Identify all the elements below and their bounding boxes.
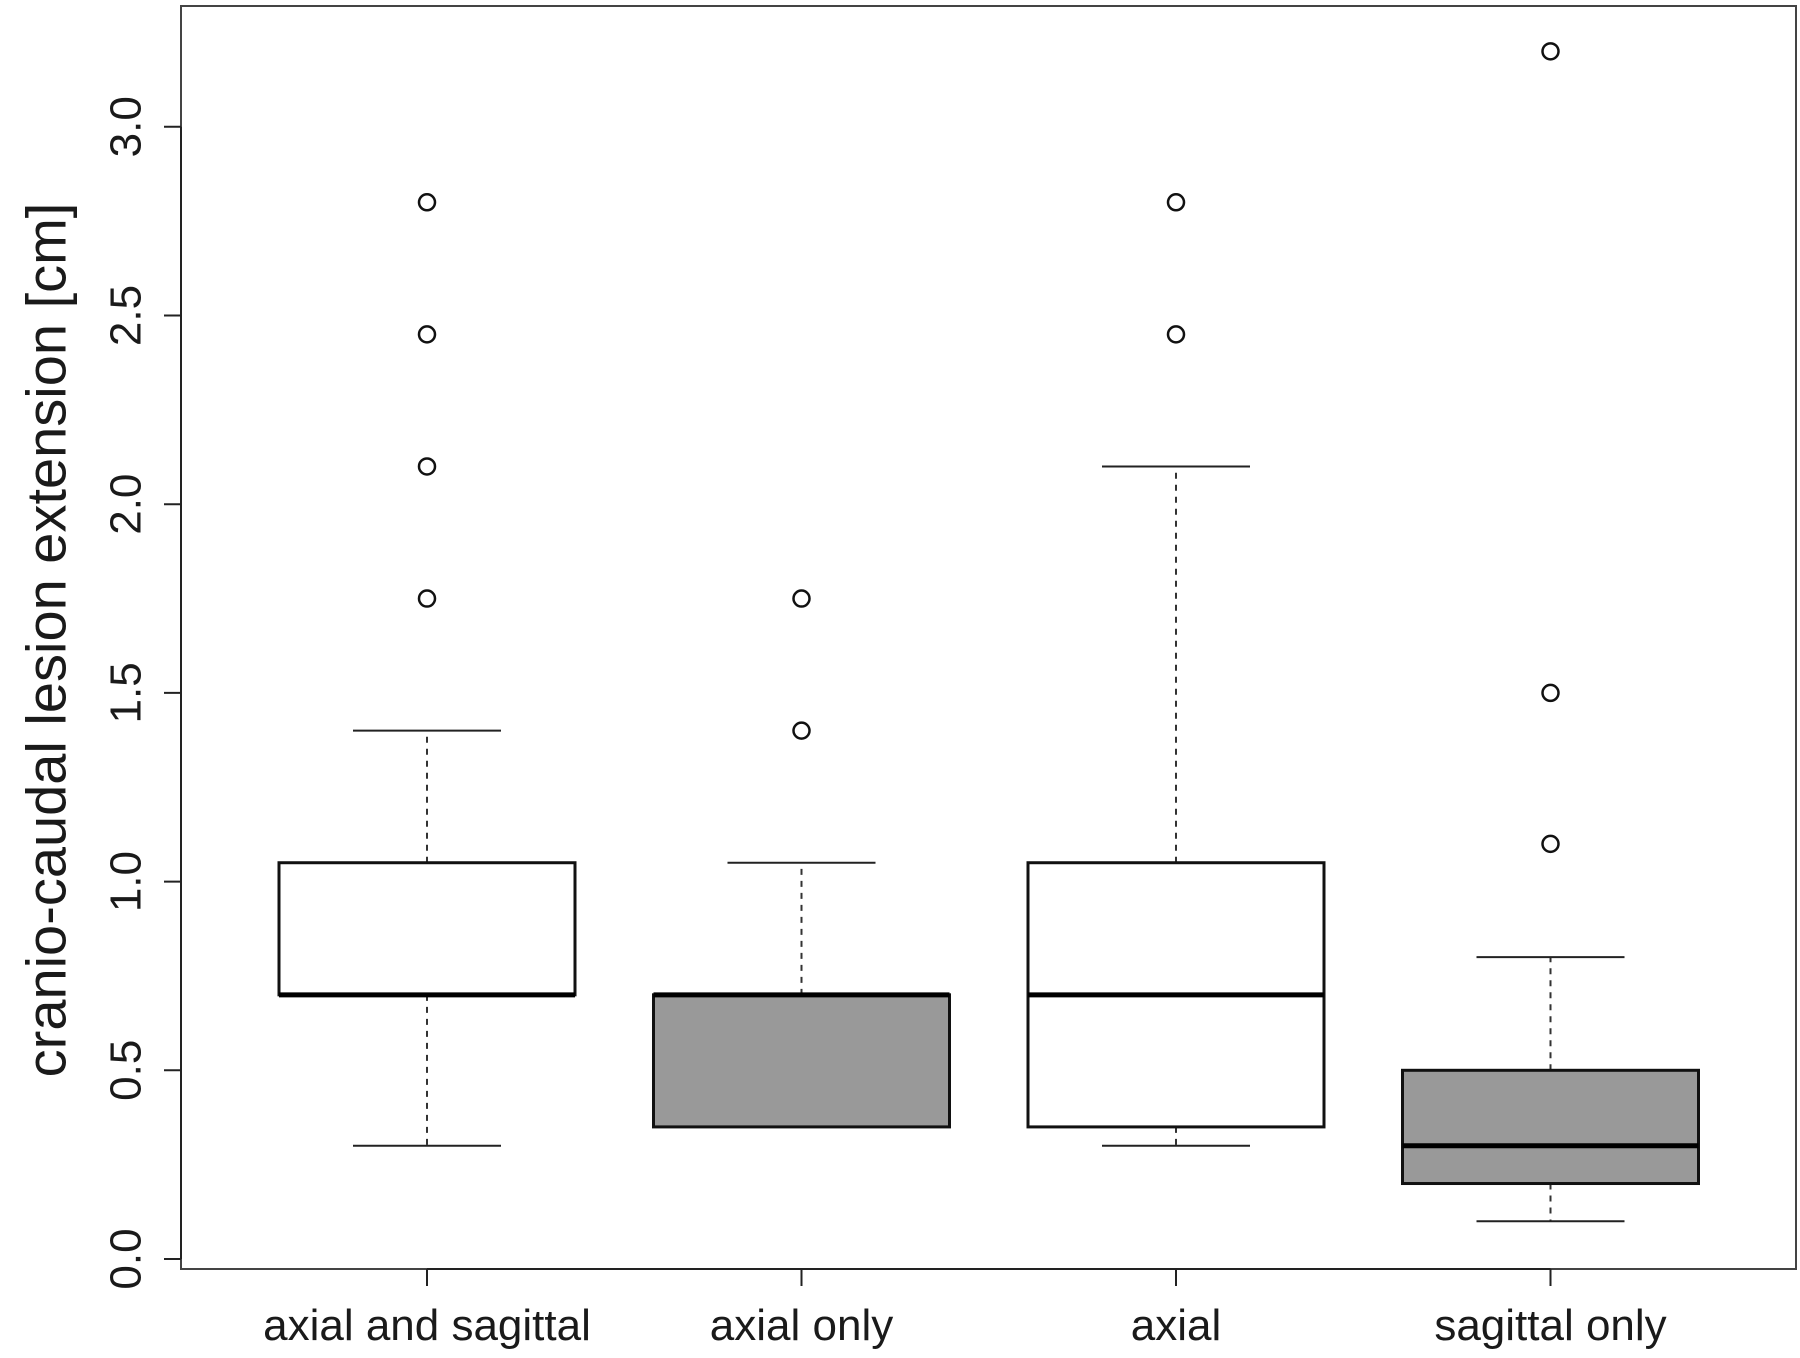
- outlier-point: [1541, 683, 1560, 703]
- y-tick-label: 3.0: [101, 96, 150, 157]
- outlier-point: [1166, 193, 1186, 212]
- box-sagittal-only: [1401, 42, 1700, 1223]
- x-tick-label: axial and sagittal: [263, 1301, 591, 1350]
- y-tick-label: 1.5: [101, 662, 150, 723]
- outlier-point: [792, 589, 811, 608]
- outlier-point: [792, 721, 811, 740]
- y-axis-title: cranio-caudal lesion extension [cm]: [15, 203, 78, 1078]
- box-iqr: [277, 861, 577, 997]
- y-axis: 0.0 0.5 1.0 1.5 2.0 2.5 3.0: [101, 96, 182, 1290]
- outlier-point: [1541, 834, 1560, 854]
- box-iqr: [652, 993, 951, 1129]
- y-tick-label: 2.5: [101, 285, 150, 346]
- outlier-point: [1541, 42, 1560, 61]
- box-group: [277, 42, 1700, 1223]
- x-tick-label: axial: [1131, 1301, 1222, 1350]
- box-axial: [1026, 193, 1326, 1147]
- outlier-point: [1166, 325, 1186, 344]
- box-axial-only: [652, 589, 951, 1129]
- outlier-point: [417, 589, 437, 608]
- y-tick-label: 0.5: [101, 1040, 150, 1101]
- outlier-point: [417, 193, 437, 212]
- x-axis: axial and sagittal axial only axial sagitta…: [263, 1268, 1667, 1350]
- box-iqr: [1401, 1068, 1700, 1186]
- box-axial-and-sagittal: [277, 193, 577, 1147]
- x-tick-label: sagittal only: [1434, 1301, 1666, 1350]
- outlier-point: [417, 457, 437, 476]
- y-tick-label: 1.0: [101, 851, 150, 912]
- y-tick-label: 0.0: [101, 1228, 150, 1289]
- y-tick-label: 2.0: [101, 474, 150, 535]
- x-tick-label: axial only: [710, 1301, 893, 1350]
- outlier-point: [417, 325, 437, 344]
